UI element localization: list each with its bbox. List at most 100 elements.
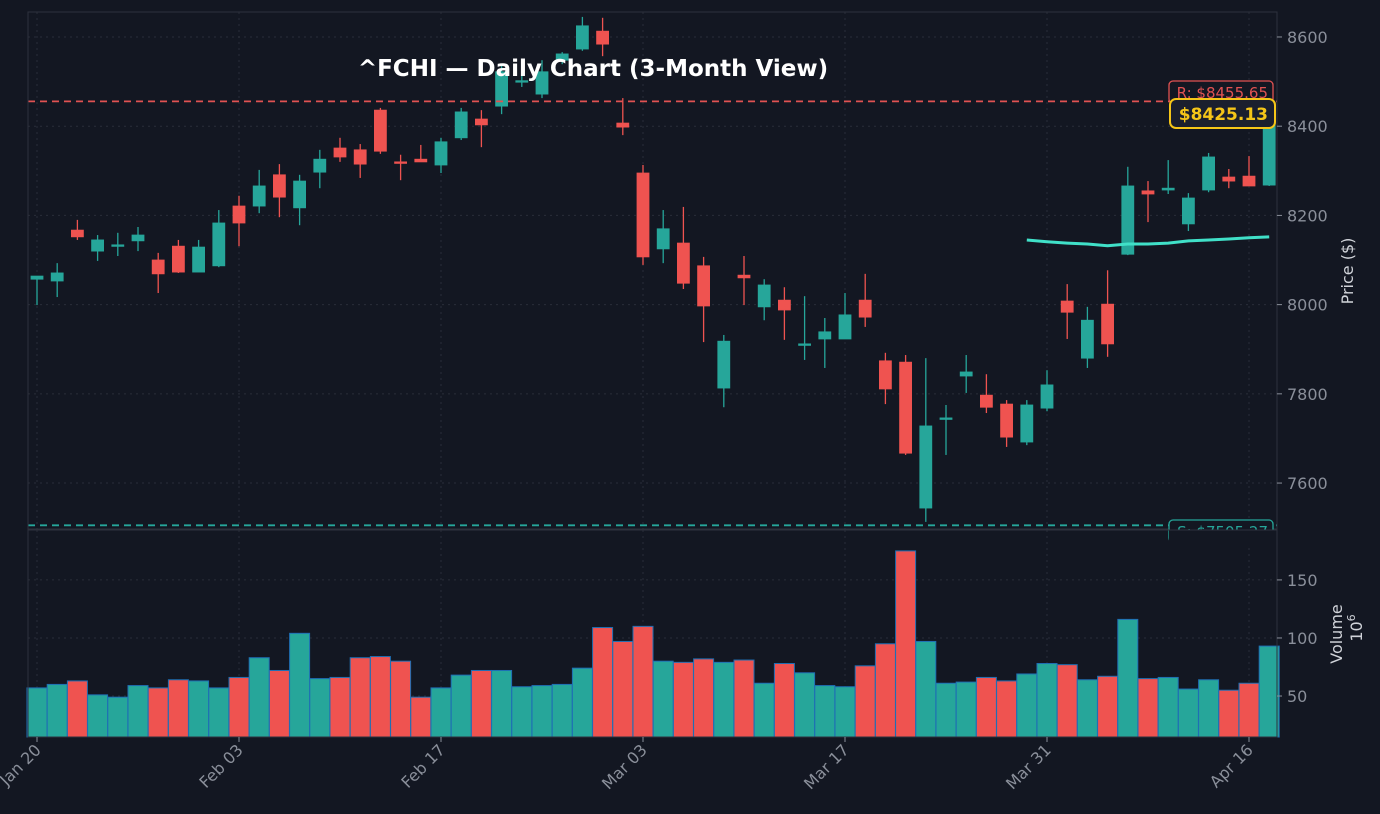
candle-body: [434, 141, 448, 166]
candle-body: [1182, 197, 1195, 225]
candle-body: [1060, 300, 1074, 313]
resistance-label: R: $8455.65: [1177, 84, 1268, 102]
candle-body: [454, 111, 468, 139]
candle: [656, 210, 670, 264]
candle: [111, 232, 125, 257]
candle-body: [111, 244, 125, 247]
panel-separator: [1169, 530, 1275, 544]
candle: [1081, 306, 1094, 368]
volume-bar: [410, 696, 432, 738]
volume-bar: [1137, 678, 1159, 738]
candle: [1222, 169, 1236, 189]
price-tick-label: 8400: [1287, 117, 1328, 136]
candle: [798, 296, 811, 360]
support-resistance-lines: [28, 100, 1277, 527]
candle: [1060, 284, 1074, 339]
candle-body: [1161, 187, 1175, 191]
candle: [818, 318, 832, 368]
candle-body: [232, 205, 246, 224]
date-tick-label: Feb 17: [397, 740, 448, 791]
candle-body: [1242, 175, 1256, 187]
date-tick-label: Apr 16: [1206, 740, 1257, 791]
volume-bar: [935, 682, 957, 738]
candle: [980, 374, 993, 414]
candle-body: [778, 299, 791, 311]
candle-body: [798, 343, 811, 346]
candle: [212, 210, 226, 268]
date-tick-label: Feb 03: [195, 740, 246, 791]
volume-bar: [571, 667, 593, 738]
candle-body: [373, 109, 387, 152]
candle: [535, 60, 549, 99]
candle-body: [757, 284, 771, 308]
volume-bar: [652, 660, 674, 738]
candle: [919, 358, 933, 522]
candle: [636, 165, 650, 265]
candle: [91, 235, 104, 261]
candle: [1121, 166, 1135, 256]
candle-body: [515, 80, 529, 83]
candle-body: [71, 229, 84, 238]
volume-bar: [248, 657, 270, 738]
candle-body: [1020, 404, 1034, 443]
volume-unit-label: 106: [1345, 614, 1366, 641]
candle: [272, 164, 286, 218]
candle: [555, 52, 569, 65]
candle-body: [596, 30, 609, 45]
volume-bar: [26, 687, 48, 738]
candle-body: [333, 147, 347, 158]
candle: [474, 110, 488, 148]
candle-body: [394, 161, 408, 164]
volume-bar: [1097, 675, 1119, 738]
candle-body: [192, 246, 206, 273]
candle: [373, 107, 387, 154]
volume-bar: [592, 627, 614, 738]
candle: [131, 227, 145, 252]
candle-body: [1040, 384, 1054, 409]
volume-bar: [834, 686, 856, 738]
candle-body: [677, 242, 690, 284]
candle-body: [980, 394, 993, 408]
volume-bar: [753, 682, 775, 738]
volume-bar: [147, 687, 169, 738]
candle-body: [737, 274, 751, 279]
candle-body: [30, 275, 44, 280]
candle: [697, 256, 710, 343]
candle-body: [353, 149, 367, 165]
volume-bar: [975, 676, 997, 738]
candle-body: [91, 239, 104, 252]
volume-bar: [491, 669, 513, 738]
candle-body: [616, 122, 630, 128]
volume-bar: [228, 676, 250, 738]
candle: [838, 293, 852, 340]
volume-bar: [713, 661, 735, 738]
volume-bar: [531, 685, 553, 738]
candle-body: [212, 222, 226, 267]
volume-bar: [107, 696, 129, 738]
volume-bar: [672, 661, 694, 738]
candle-body: [252, 185, 266, 207]
moving-average-line: [1026, 235, 1270, 248]
volume-bar: [390, 660, 412, 738]
candle: [454, 107, 468, 141]
candle-body: [1121, 185, 1135, 255]
volume-tick-label: 100: [1287, 629, 1318, 648]
volume-bar: [188, 680, 210, 738]
candle: [899, 355, 912, 455]
candle-body: [171, 245, 185, 273]
candle: [858, 273, 872, 327]
candle: [879, 352, 892, 405]
candle: [515, 71, 529, 87]
candle-body: [1222, 176, 1236, 182]
candle: [394, 154, 408, 181]
chart-title: ^FCHI — Daily Chart (3-Month View): [358, 56, 828, 82]
candle-body: [939, 417, 953, 420]
candle: [353, 144, 367, 178]
volume-bar: [208, 687, 230, 738]
candle-body: [1202, 156, 1215, 191]
candle: [232, 195, 246, 247]
candle-body: [272, 174, 286, 198]
volume-bar: [369, 656, 391, 738]
candle: [313, 149, 327, 189]
